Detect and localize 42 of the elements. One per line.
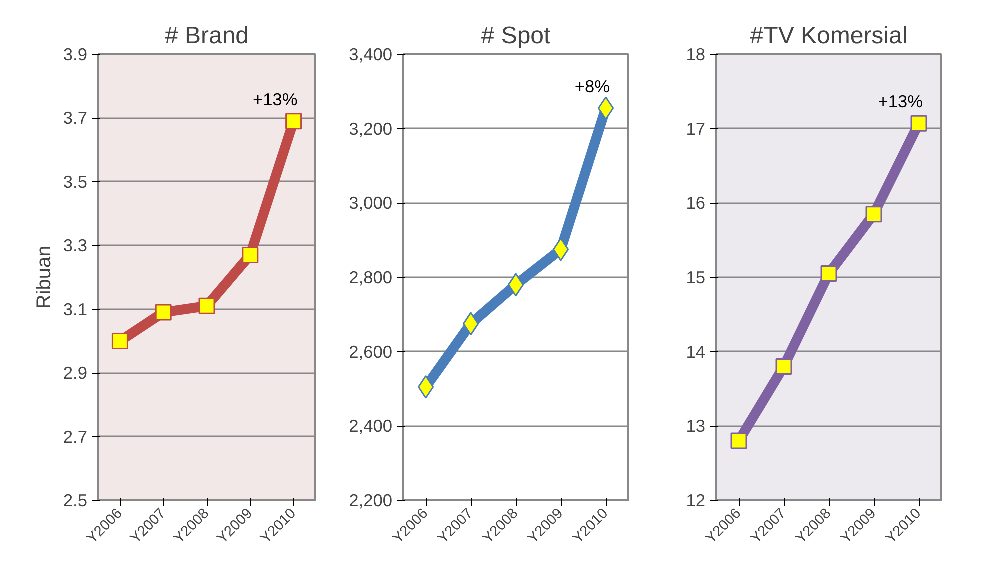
- point: [155, 304, 172, 321]
- annotation: +13%: [878, 92, 924, 112]
- y-tick-label: 3.1: [63, 299, 88, 320]
- point: [910, 115, 928, 132]
- y-tick-label: 2,800: [349, 268, 393, 288]
- y-tick-label: 2,400: [349, 416, 393, 436]
- y-tick-label: 2.9: [63, 363, 88, 384]
- point: [418, 375, 434, 399]
- point: [462, 312, 480, 336]
- point: [866, 206, 882, 223]
- y-tick-label: 3,000: [349, 193, 393, 214]
- point: [730, 432, 748, 450]
- y-tick-label: 3,400: [349, 44, 393, 64]
- y-tick-label: 3,200: [349, 118, 393, 139]
- point: [508, 273, 524, 297]
- y-tick-label: 2,600: [349, 342, 393, 362]
- y-axis-title: Ribuan: [33, 246, 56, 310]
- y-tick-label: 3.9: [63, 44, 88, 64]
- y-tick-label: 2,200: [349, 490, 393, 510]
- y-tick-label: 14: [686, 342, 706, 362]
- y-tick-label: 3.7: [63, 108, 88, 128]
- chart-title: # Spot: [481, 22, 552, 50]
- y-tick-label: 3.3: [63, 236, 88, 256]
- point: [198, 298, 216, 314]
- annotation: +13%: [253, 89, 298, 110]
- point: [820, 266, 838, 282]
- y-tick-label: 18: [686, 44, 706, 64]
- y-tick-label: 3.5: [63, 172, 88, 192]
- point: [242, 246, 259, 264]
- point: [112, 332, 128, 350]
- annotation: +8%: [574, 76, 610, 96]
- point: [776, 358, 792, 375]
- chart-title: #TV Komersial: [750, 22, 908, 50]
- y-tick-label: 2.5: [63, 490, 88, 510]
- y-tick-label: 12: [686, 490, 706, 510]
- y-tick-label: 2.7: [63, 426, 88, 447]
- y-tick-label: 15: [686, 268, 706, 288]
- point: [286, 113, 302, 130]
- y-tick-label: 13: [686, 416, 706, 436]
- y-tick-label: 17: [686, 118, 706, 139]
- chart-title: # Brand: [164, 22, 250, 50]
- y-tick-label: 16: [686, 193, 706, 214]
